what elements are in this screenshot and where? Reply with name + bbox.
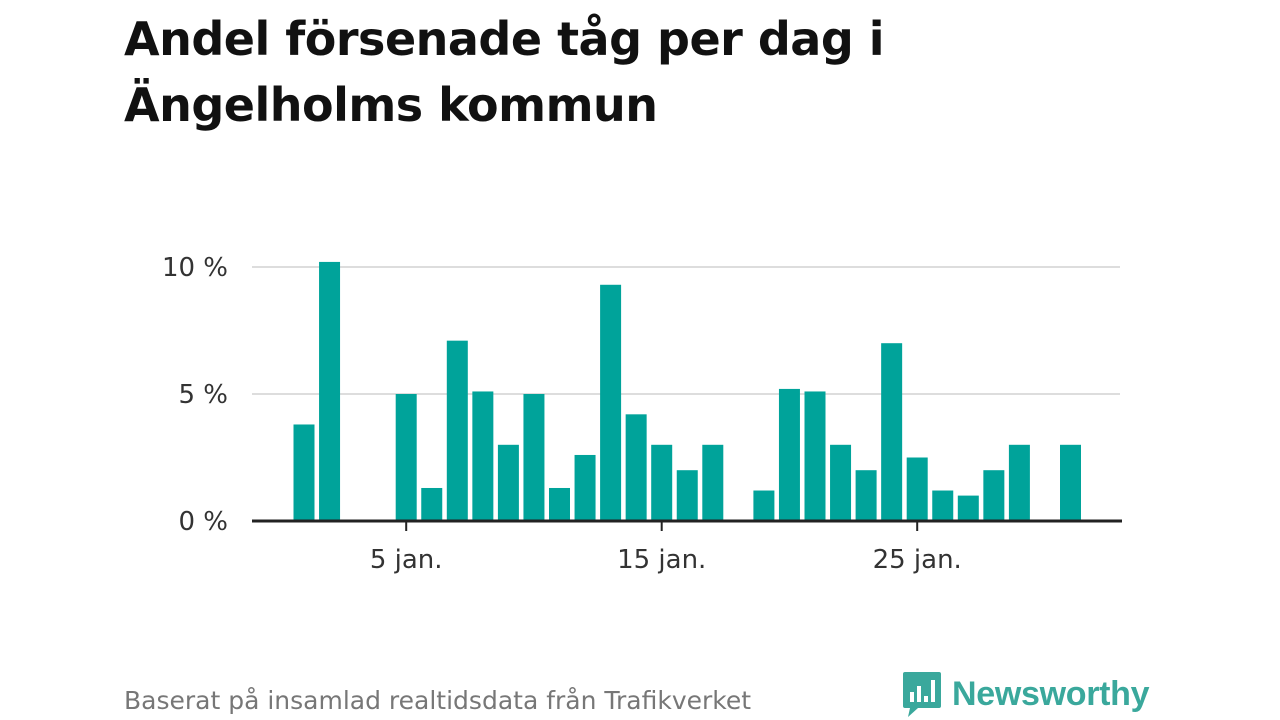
bar-day-20 [778, 388, 800, 521]
bar-day-13 [600, 284, 622, 521]
bar-day-28 [983, 470, 1005, 521]
grid-lines [252, 266, 1120, 395]
newsworthy-icon [903, 672, 941, 717]
bar-day-24 [881, 343, 903, 521]
bar-day-6 [421, 487, 443, 521]
bar-day-31 [1060, 444, 1081, 521]
bar-day-9 [497, 444, 519, 521]
bar-day-10 [523, 394, 545, 521]
source-note: Baserat på insamlad realtidsdata från Tr… [124, 686, 752, 715]
bars [293, 261, 1081, 521]
chart-title-line-2: Ängelholms kommun [124, 78, 658, 132]
x-tick-label: 5 jan. [370, 545, 443, 575]
bar-day-12 [574, 454, 596, 521]
x-tick-label: 25 jan. [873, 545, 962, 575]
bar-day-26 [932, 490, 954, 521]
brand-logo: Newsworthy [902, 670, 1150, 718]
bar-day-22 [830, 444, 852, 521]
bar-day-19 [753, 490, 775, 521]
bar-day-2 [319, 261, 341, 521]
bar-day-21 [804, 391, 826, 521]
y-tick-label: 10 % [162, 253, 228, 283]
bar-day-27 [957, 495, 979, 521]
bar-day-16 [676, 470, 698, 521]
bar-day-25 [906, 457, 928, 521]
bar-day-5 [395, 394, 417, 521]
bar-day-23 [855, 470, 877, 521]
bar-day-7 [446, 340, 468, 521]
bar-day-8 [472, 391, 494, 521]
y-tick-label: 5 % [178, 380, 228, 410]
bar-day-14 [625, 414, 647, 521]
bar-day-17 [702, 444, 724, 521]
chart-title: Andel försenade tåg per dag i Ängelholms… [124, 6, 1124, 138]
axes [252, 519, 1122, 531]
chart-title-line-1: Andel försenade tåg per dag i [124, 12, 885, 66]
bar-day-15 [651, 444, 673, 521]
bar-day-1 [293, 424, 315, 521]
bar-day-11 [549, 487, 570, 521]
bar-day-29 [1008, 444, 1030, 521]
x-tick-label: 15 jan. [617, 545, 706, 575]
brand-name: Newsworthy [952, 674, 1150, 713]
y-tick-label: 0 % [178, 507, 228, 537]
tick-labels: 0 % 5 % 10 % 5 jan. 15 jan. 25 jan. [162, 253, 962, 575]
